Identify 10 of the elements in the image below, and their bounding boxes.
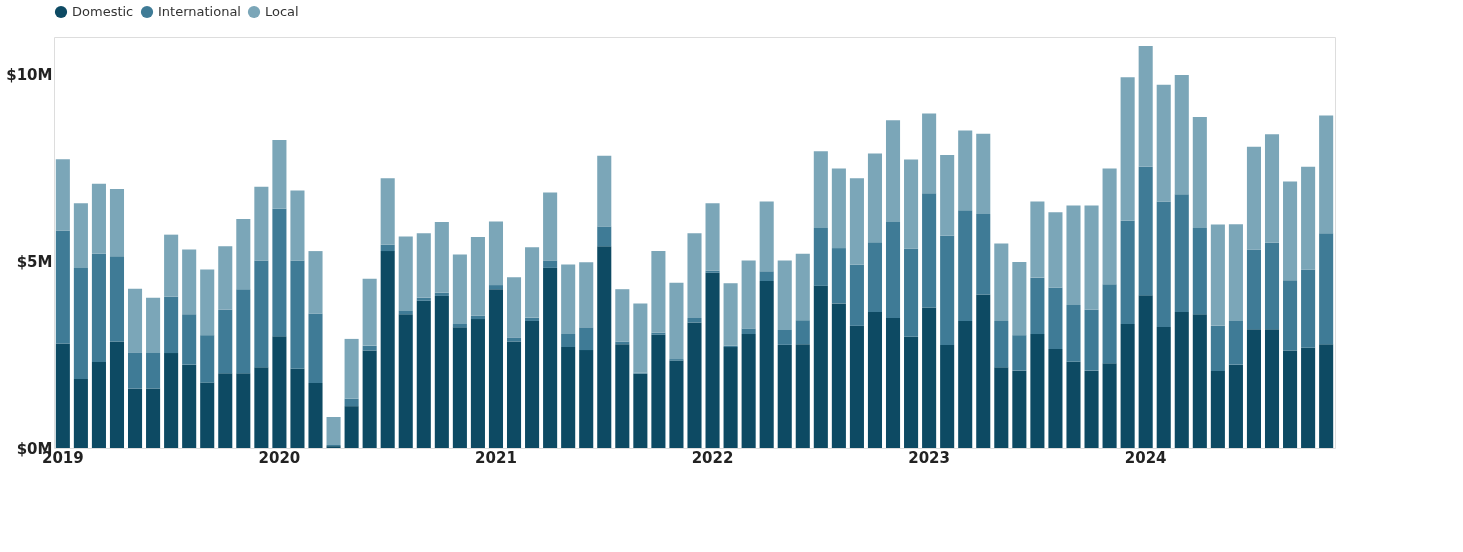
x-tick-label: 2022 [691, 448, 734, 467]
legend-label: International [158, 4, 241, 19]
y-tick-label: $10M [6, 65, 53, 84]
x-tick-label: 2023 [908, 448, 950, 467]
x-tick-label: 2024 [1124, 448, 1167, 467]
x-tick-label: 2020 [258, 448, 301, 467]
legend-label: Local [265, 4, 299, 19]
legend-label: Domestic [72, 4, 134, 19]
y-tick-label: $5M [16, 252, 53, 271]
x-tick-label: 2021 [475, 448, 517, 467]
